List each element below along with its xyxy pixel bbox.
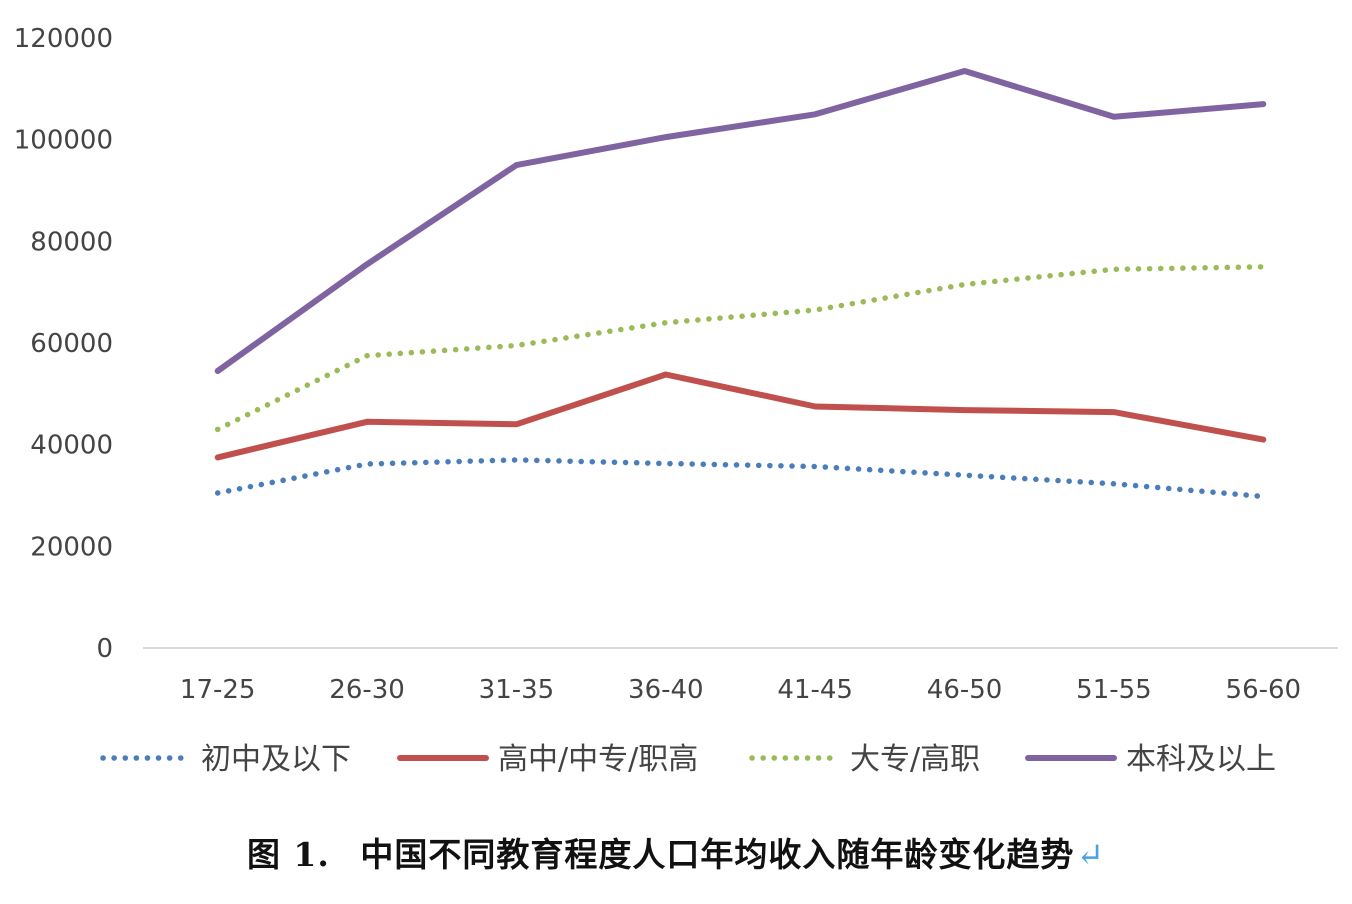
legend-label-1: 初中及以下 bbox=[201, 742, 351, 777]
x-tick-label: 51-55 bbox=[1076, 675, 1152, 705]
y-tick-label: 80000 bbox=[30, 227, 113, 257]
figure-title: 中国不同教育程度人口年均收入随年龄变化趋势 bbox=[360, 835, 1075, 874]
x-tick-label: 31-35 bbox=[479, 675, 555, 705]
y-tick-label: 0 bbox=[96, 634, 113, 664]
x-tick-label: 46-50 bbox=[927, 675, 1003, 705]
paragraph-mark: ↵ bbox=[1076, 835, 1106, 874]
y-tick-label: 60000 bbox=[30, 329, 113, 359]
x-tick-label: 17-25 bbox=[180, 675, 256, 705]
legend-label-4: 本科及以上 bbox=[1126, 742, 1276, 777]
series-lines bbox=[214, 68, 1267, 500]
series-line-2 bbox=[214, 371, 1267, 461]
series-line-4 bbox=[214, 68, 1267, 374]
y-tick-label: 120000 bbox=[14, 24, 113, 54]
figure-caption: 图 1. 中国不同教育程度人口年均收入随年龄变化趋势↵ bbox=[0, 828, 1352, 876]
series-line-3 bbox=[214, 264, 1267, 433]
legend: 初中及以下 高中/中专/职高 大专/高职 本科及以上 bbox=[100, 742, 1276, 777]
y-tick-label: 20000 bbox=[30, 532, 113, 562]
series-line-1 bbox=[214, 457, 1267, 500]
x-axis-ticks: 17-25 26-30 31-35 36-40 41-45 46-50 51-55 56-60 bbox=[180, 675, 1301, 705]
y-axis-ticks: 0 20000 40000 60000 80000 100000 120000 bbox=[14, 24, 113, 664]
x-tick-label: 26-30 bbox=[329, 675, 405, 705]
y-tick-label: 100000 bbox=[14, 126, 113, 156]
legend-label-3: 大专/高职 bbox=[850, 742, 980, 777]
x-tick-label: 41-45 bbox=[777, 675, 853, 705]
y-tick-label: 40000 bbox=[30, 431, 113, 461]
x-tick-label: 36-40 bbox=[628, 675, 704, 705]
x-tick-label: 56-60 bbox=[1226, 675, 1302, 705]
line-chart: 0 20000 40000 60000 80000 100000 120000 17-25 2… bbox=[14, 24, 1338, 777]
figure-label: 图 1. bbox=[246, 835, 330, 874]
legend-label-2: 高中/中专/职高 bbox=[498, 742, 698, 777]
